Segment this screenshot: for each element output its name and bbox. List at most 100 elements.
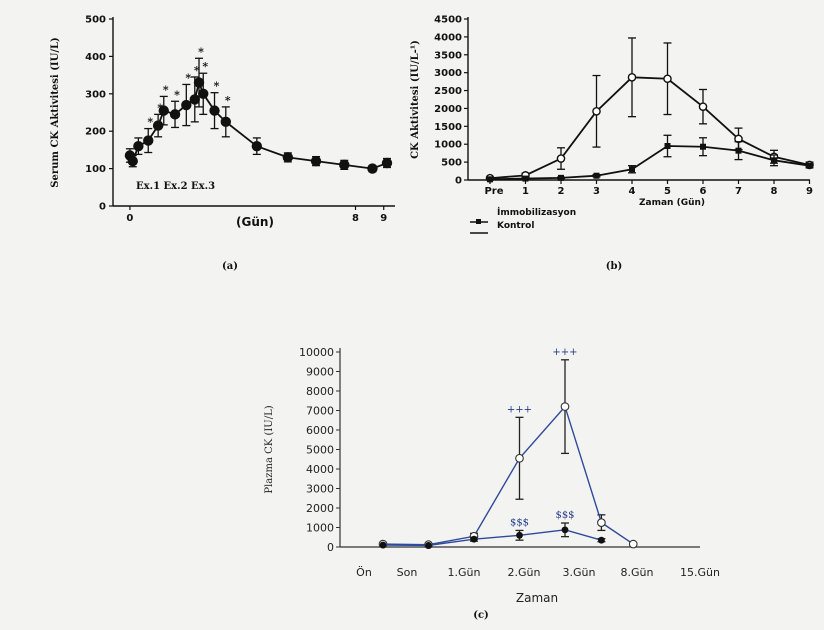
x-tick-label: 9 xyxy=(380,213,387,224)
significance-marker: $$$ xyxy=(510,517,529,528)
series-line xyxy=(382,529,602,547)
series-line xyxy=(489,76,810,180)
y-tick-label: 400 xyxy=(85,52,106,63)
data-point xyxy=(560,402,570,411)
x-tick-label: 1 xyxy=(522,186,529,197)
data-point xyxy=(663,74,672,84)
exercise-annotation: Ex.1 Ex.2 Ex.3 xyxy=(136,181,215,192)
y-tick-label: 5000 xyxy=(306,444,334,457)
data-point xyxy=(629,166,635,173)
x-tick-label: 6 xyxy=(700,186,707,197)
data-point xyxy=(169,109,181,120)
data-point xyxy=(158,105,169,116)
significance-marker: +++ xyxy=(507,404,532,415)
data-point xyxy=(152,120,164,131)
y-tick-label: 1000 xyxy=(306,522,334,535)
data-point xyxy=(561,526,569,534)
x-tick-label: 7 xyxy=(735,186,742,197)
significance-marker: * xyxy=(185,71,191,84)
x-tick-label: Pre xyxy=(484,186,503,197)
data-point xyxy=(339,159,350,171)
x-tick-label: Ön xyxy=(356,566,372,579)
data-point xyxy=(193,77,205,88)
panel-label-b: (b) xyxy=(606,261,622,272)
x-tick-label: 2.Gün xyxy=(508,566,541,579)
panel-b: 0 500 1000 1500 2000 2500 3000 3500 4000 4500 Pre 1… xyxy=(410,15,814,272)
data-point xyxy=(220,116,231,128)
data-point xyxy=(771,157,777,164)
data-point xyxy=(310,155,322,167)
y-tick-label: 500 xyxy=(85,15,106,26)
y-tick-label: 0 xyxy=(327,541,334,554)
x-axis-title: Zaman xyxy=(516,591,558,605)
data-point xyxy=(515,453,524,463)
data-point xyxy=(282,152,294,163)
y-tick-label: 200 xyxy=(85,127,106,138)
data-point xyxy=(627,73,637,82)
series-line xyxy=(382,405,634,546)
data-point xyxy=(425,542,432,549)
x-tick-label: 1.Gün xyxy=(448,566,481,579)
x-tick-label: 3 xyxy=(593,186,600,197)
data-point xyxy=(628,539,638,549)
data-point xyxy=(209,105,220,116)
x-tick-label: 15.Gün xyxy=(680,566,720,579)
data-point xyxy=(597,518,606,527)
legend-marker-immobilization xyxy=(476,219,481,224)
significance-marker: * xyxy=(225,94,231,107)
significance-marker: * xyxy=(194,64,200,77)
y-tick-label: 100 xyxy=(85,164,106,175)
data-point xyxy=(592,107,601,116)
x-tick-label: 5 xyxy=(664,186,671,197)
data-point xyxy=(143,135,154,146)
x-axis-title: (Gün) xyxy=(236,215,274,229)
data-point xyxy=(181,99,192,111)
data-point xyxy=(700,143,706,150)
data-point xyxy=(379,541,387,549)
y-tick-label: 3000 xyxy=(306,483,334,496)
legend-label-control: Kontrol xyxy=(497,221,534,231)
y-tick-label: 0 xyxy=(99,202,106,213)
y-tick-label: 6000 xyxy=(306,424,334,437)
data-point xyxy=(806,162,813,169)
data-point xyxy=(133,140,144,152)
y-tick-label: 10000 xyxy=(299,346,334,359)
data-point xyxy=(487,176,493,183)
series-line xyxy=(489,145,810,181)
significance-marker: * xyxy=(198,45,204,58)
data-point xyxy=(127,155,138,167)
x-axis-title: Zaman (Gün) xyxy=(639,198,705,208)
y-tick-label: 1500 xyxy=(434,122,462,133)
data-point xyxy=(698,102,708,111)
y-tick-label: 4500 xyxy=(434,15,462,26)
significance-marker: * xyxy=(214,80,220,93)
y-tick-label: 500 xyxy=(441,158,462,169)
data-point xyxy=(735,147,742,154)
x-tick-label: 0 xyxy=(126,213,133,224)
y-axis-title: Serum CK Aktivitesi (IU/L) xyxy=(50,37,61,187)
x-tick-label: 4 xyxy=(629,186,636,197)
significance-marker: * xyxy=(202,60,208,73)
data-point xyxy=(558,174,564,181)
y-axis-title: CK Aktivitesi (IU/L-¹) xyxy=(410,40,421,159)
panel-a: 0 100 200 300 400 500 0 8 9 Serum CK Aktivitesi (… xyxy=(50,15,395,272)
significance-marker: * xyxy=(163,83,169,96)
data-point xyxy=(516,531,523,539)
y-tick-label: 1000 xyxy=(434,140,462,151)
data-point xyxy=(251,140,263,152)
x-tick-label: 9 xyxy=(806,186,813,197)
y-tick-label: 2500 xyxy=(434,86,462,97)
data-point xyxy=(367,163,378,174)
y-tick-label: 4000 xyxy=(434,32,462,43)
data-point xyxy=(598,536,605,544)
significance-marker: +++ xyxy=(552,347,577,358)
x-tick-label: 2 xyxy=(558,186,565,197)
y-tick-label: 9000 xyxy=(306,366,334,379)
data-point xyxy=(189,94,200,105)
panel-label-a: (a) xyxy=(222,261,238,272)
data-point xyxy=(664,143,671,150)
x-tick-label: 3.Gün xyxy=(563,566,596,579)
data-point xyxy=(593,172,600,179)
significance-marker: * xyxy=(147,116,153,129)
y-tick-label: 3000 xyxy=(434,68,462,79)
